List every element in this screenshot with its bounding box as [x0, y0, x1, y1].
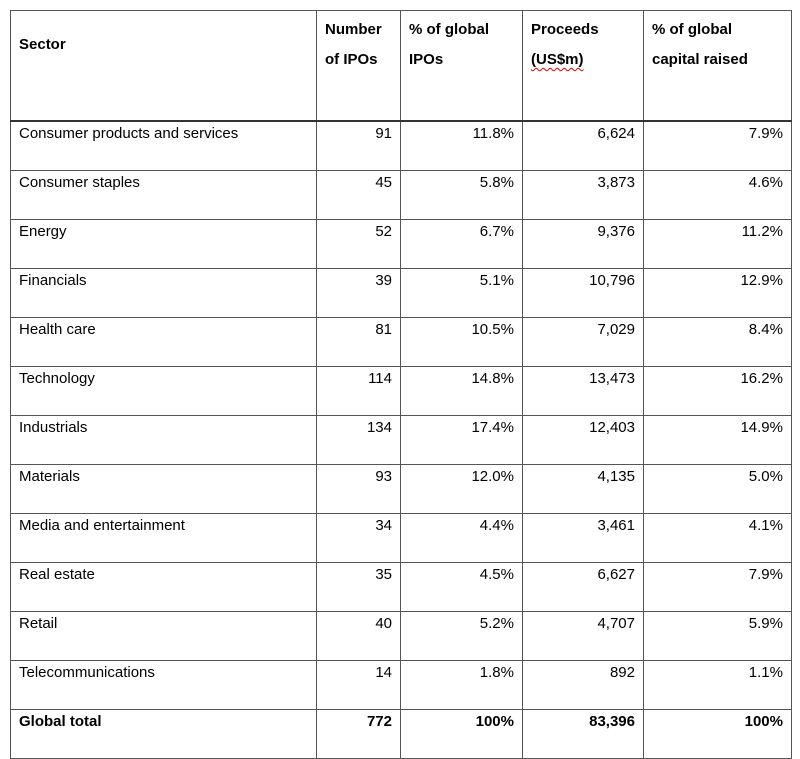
cell-pct-global-ipos: 5.2%	[400, 611, 523, 661]
table-row: Health care 81 10.5% 7,029 8.4%	[10, 317, 792, 367]
header-text: % of global	[652, 21, 732, 38]
table-row: Media and entertainment 34 4.4% 3,461 4.1%	[10, 513, 792, 563]
cell-sector: Consumer staples	[10, 170, 317, 220]
table-row: Materials 93 12.0% 4,135 5.0%	[10, 464, 792, 514]
cell-pct-global-ipos: 5.8%	[400, 170, 523, 220]
header-text: capital raised	[652, 51, 748, 68]
header-proceeds: Proceeds (US$m)	[522, 10, 644, 122]
cell-sector: Retail	[10, 611, 317, 661]
cell-pct-global-ipos: 5.1%	[400, 268, 523, 318]
cell-proceeds: 7,029	[522, 317, 644, 367]
cell-number-of-ipos: 91	[316, 120, 401, 171]
header-text: Number	[325, 21, 382, 38]
cell-proceeds: 6,627	[522, 562, 644, 612]
cell-proceeds: 892	[522, 660, 644, 710]
cell-pct-global-capital: 7.9%	[643, 562, 792, 612]
table-row: Energy 52 6.7% 9,376 11.2%	[10, 219, 792, 269]
header-row: Sector Number of IPOs % of global IPOs Pro…	[10, 10, 792, 122]
cell-sector: Consumer products and services	[10, 120, 317, 171]
cell-proceeds: 3,461	[522, 513, 644, 563]
cell-sector: Energy	[10, 219, 317, 269]
cell-number-of-ipos: 40	[316, 611, 401, 661]
cell-pct-global-capital: 12.9%	[643, 268, 792, 318]
cell-number-of-ipos: 134	[316, 415, 401, 465]
header-pct-global-capital: % of global capital raised	[643, 10, 792, 122]
cell-sector: Technology	[10, 366, 317, 416]
cell-proceeds: 4,135	[522, 464, 644, 514]
cell-pct-global-ipos: 11.8%	[400, 120, 523, 171]
cell-proceeds: 13,473	[522, 366, 644, 416]
cell-sector: Media and entertainment	[10, 513, 317, 563]
cell-sector: Global total	[10, 709, 317, 759]
cell-pct-global-capital: 5.0%	[643, 464, 792, 514]
cell-proceeds: 9,376	[522, 219, 644, 269]
cell-number-of-ipos: 114	[316, 366, 401, 416]
cell-pct-global-capital: 4.6%	[643, 170, 792, 220]
cell-number-of-ipos: 81	[316, 317, 401, 367]
cell-pct-global-ipos: 10.5%	[400, 317, 523, 367]
cell-pct-global-ipos: 6.7%	[400, 219, 523, 269]
cell-number-of-ipos: 39	[316, 268, 401, 318]
cell-proceeds: 12,403	[522, 415, 644, 465]
total-row: Global total 772 100% 83,396 100%	[10, 709, 792, 759]
cell-proceeds: 83,396	[522, 709, 644, 759]
table-row: Retail 40 5.2% 4,707 5.9%	[10, 611, 792, 661]
cell-pct-global-capital: 11.2%	[643, 219, 792, 269]
cell-pct-global-capital: 7.9%	[643, 120, 792, 171]
cell-sector: Real estate	[10, 562, 317, 612]
cell-pct-global-capital: 16.2%	[643, 366, 792, 416]
table-row: Technology 114 14.8% 13,473 16.2%	[10, 366, 792, 416]
cell-sector: Industrials	[10, 415, 317, 465]
cell-sector: Financials	[10, 268, 317, 318]
header-text: % of global	[409, 21, 489, 38]
cell-number-of-ipos: 772	[316, 709, 401, 759]
cell-pct-global-ipos: 17.4%	[400, 415, 523, 465]
cell-proceeds: 10,796	[522, 268, 644, 318]
header-sector: Sector	[10, 10, 317, 122]
ipo-sector-table: Sector Number of IPOs % of global IPOs Pro…	[10, 10, 792, 759]
cell-pct-global-ipos: 4.4%	[400, 513, 523, 563]
cell-number-of-ipos: 35	[316, 562, 401, 612]
cell-pct-global-capital: 5.9%	[643, 611, 792, 661]
cell-proceeds: 3,873	[522, 170, 644, 220]
cell-proceeds: 6,624	[522, 120, 644, 171]
cell-pct-global-capital: 14.9%	[643, 415, 792, 465]
cell-pct-global-capital: 4.1%	[643, 513, 792, 563]
header-text: Proceeds	[531, 21, 599, 38]
table-row: Telecommunications 14 1.8% 892 1.1%	[10, 660, 792, 710]
table-row: Consumer products and services 91 11.8% 6,6…	[10, 120, 792, 171]
table-row: Real estate 35 4.5% 6,627 7.9%	[10, 562, 792, 612]
header-text: IPOs	[409, 51, 444, 68]
cell-pct-global-capital: 8.4%	[643, 317, 792, 367]
cell-pct-global-ipos: 1.8%	[400, 660, 523, 710]
header-text: Sector	[19, 36, 66, 53]
cell-proceeds: 4,707	[522, 611, 644, 661]
cell-sector: Health care	[10, 317, 317, 367]
header-text: (US$m)	[531, 51, 584, 68]
header-text: of IPOs	[325, 51, 378, 68]
cell-pct-global-ipos: 4.5%	[400, 562, 523, 612]
cell-number-of-ipos: 45	[316, 170, 401, 220]
cell-sector: Materials	[10, 464, 317, 514]
cell-pct-global-ipos: 100%	[400, 709, 523, 759]
cell-number-of-ipos: 93	[316, 464, 401, 514]
header-pct-global-ipos: % of global IPOs	[400, 10, 523, 122]
cell-number-of-ipos: 14	[316, 660, 401, 710]
cell-pct-global-ipos: 12.0%	[400, 464, 523, 514]
cell-number-of-ipos: 52	[316, 219, 401, 269]
table-row: Consumer staples 45 5.8% 3,873 4.6%	[10, 170, 792, 220]
header-number-of-ipos: Number of IPOs	[316, 10, 401, 122]
cell-sector: Telecommunications	[10, 660, 317, 710]
table-row: Industrials 134 17.4% 12,403 14.9%	[10, 415, 792, 465]
table-row: Financials 39 5.1% 10,796 12.9%	[10, 268, 792, 318]
cell-number-of-ipos: 34	[316, 513, 401, 563]
cell-pct-global-capital: 100%	[643, 709, 792, 759]
cell-pct-global-ipos: 14.8%	[400, 366, 523, 416]
cell-pct-global-capital: 1.1%	[643, 660, 792, 710]
